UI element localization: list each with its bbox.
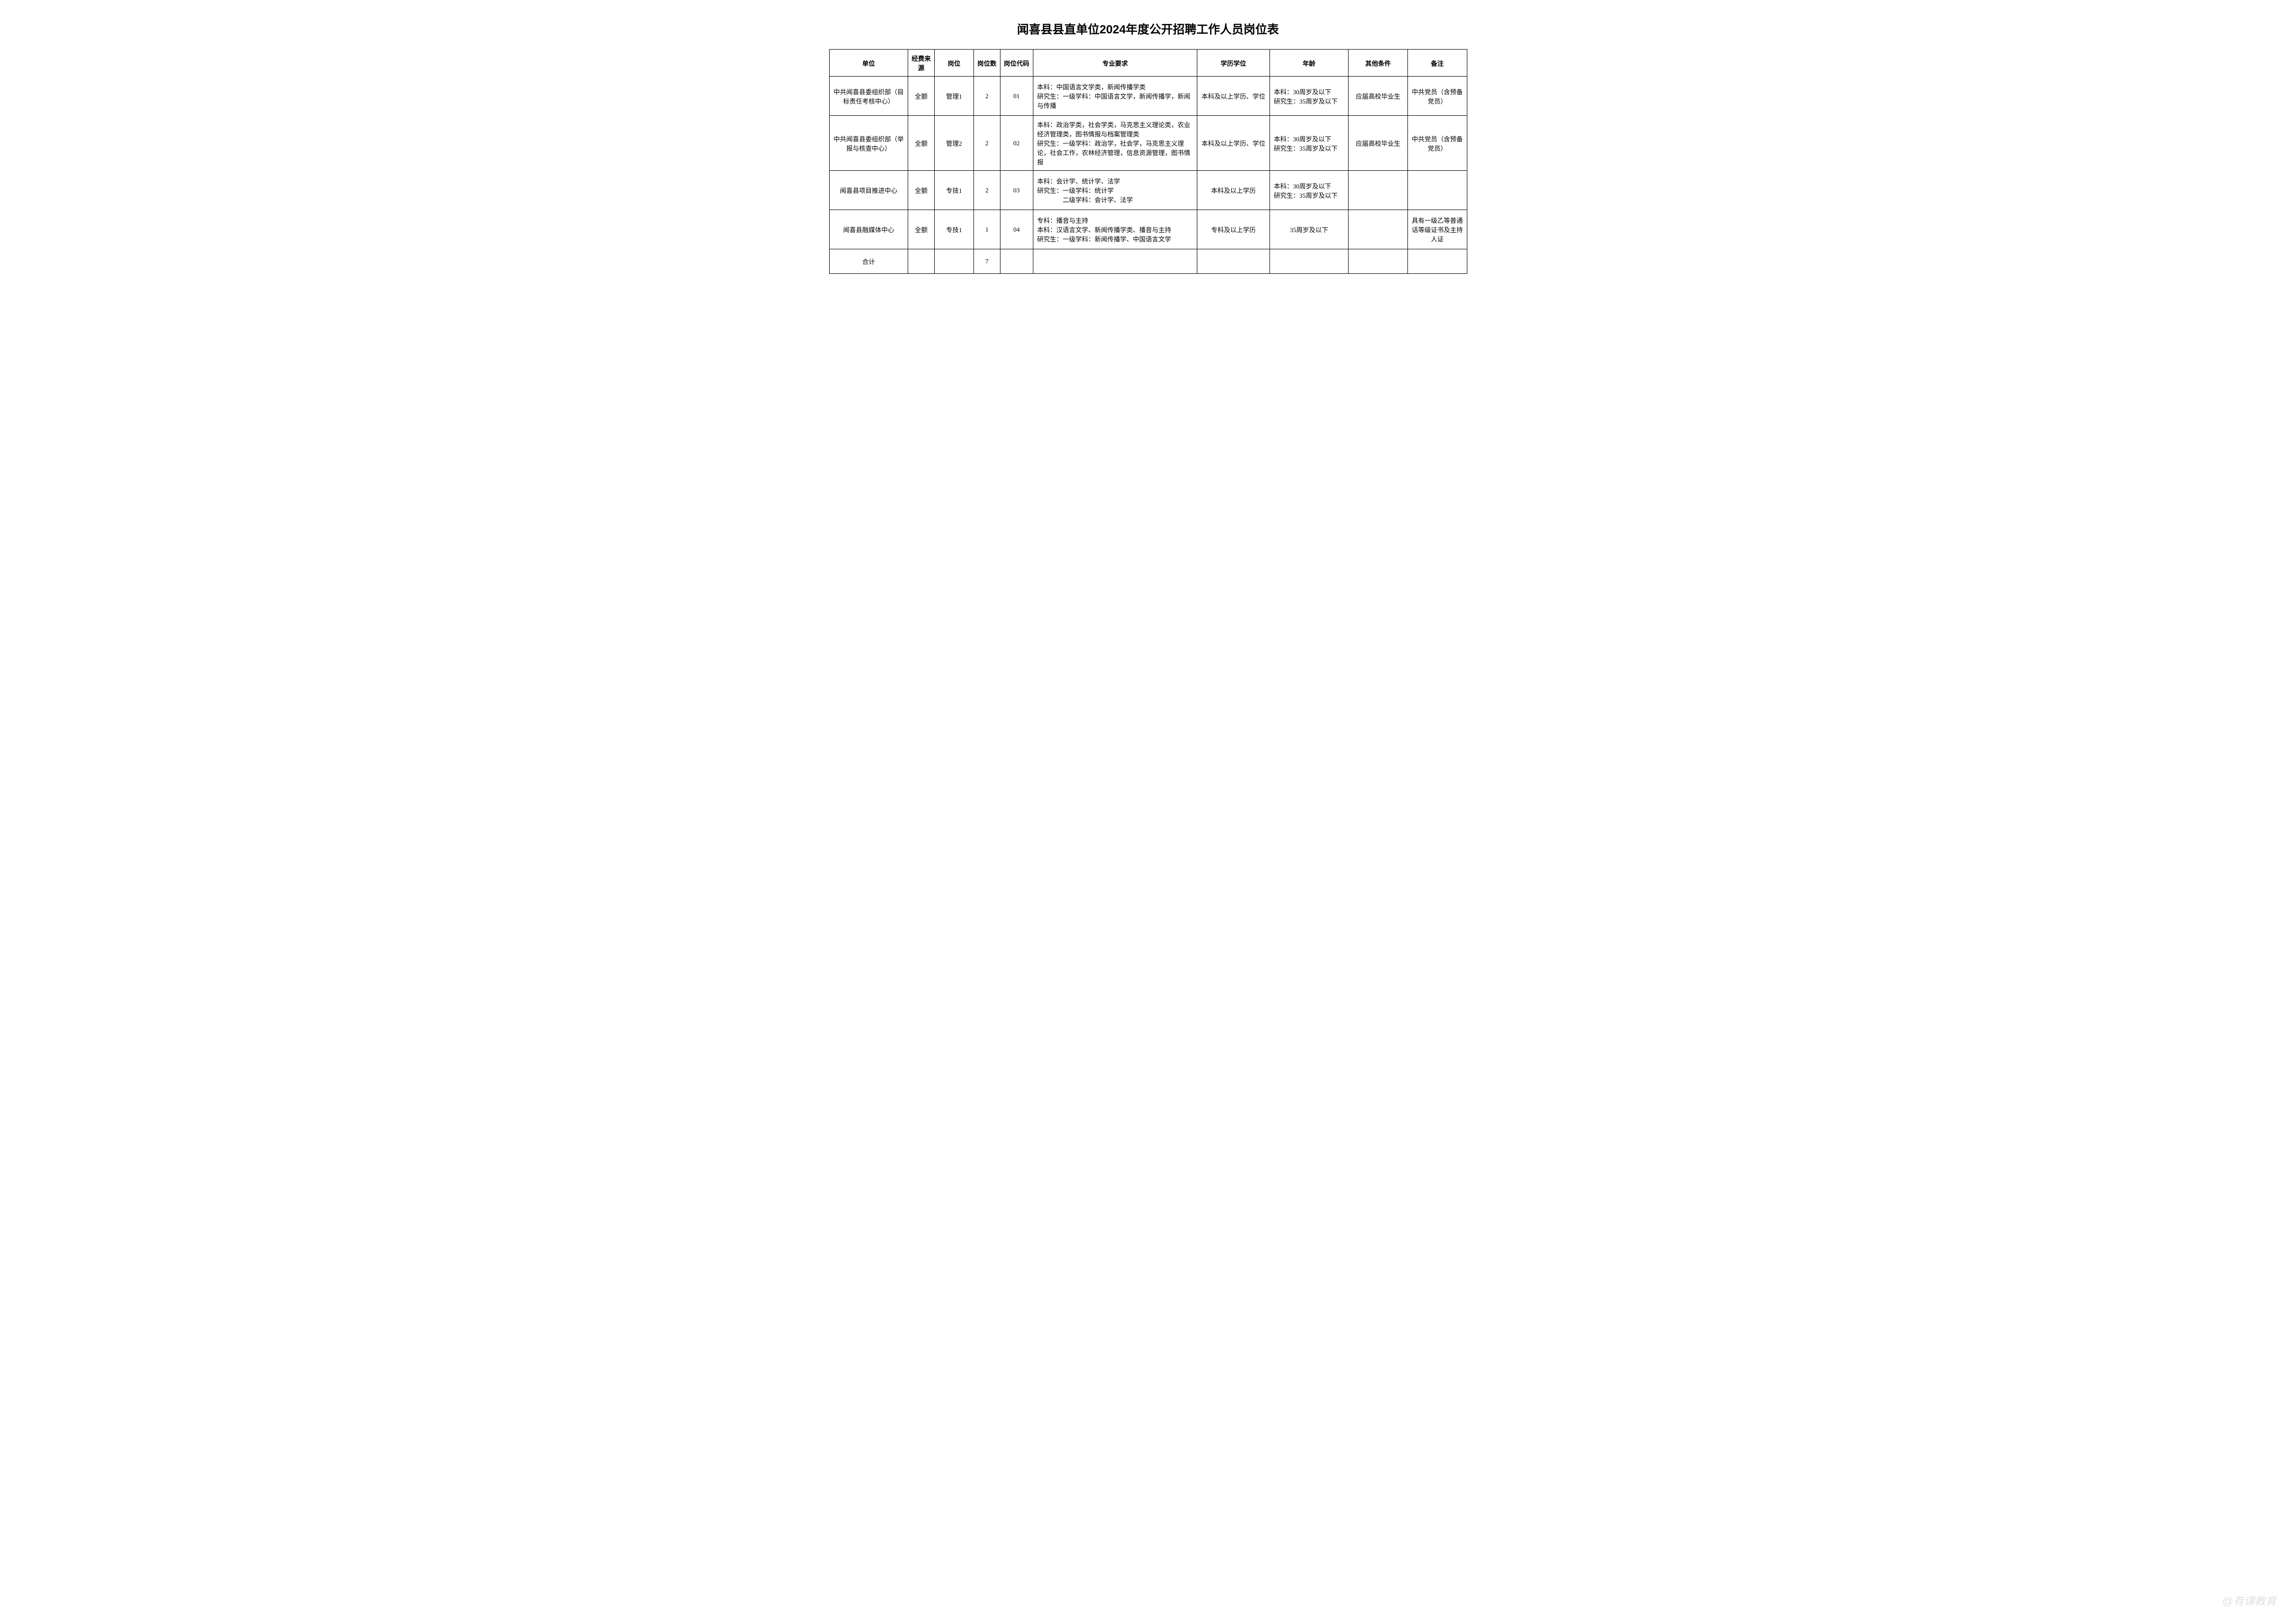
document-container: 闻喜县县直单位2024年度公开招聘工作人员岗位表 单位 经费来源 岗位 岗位数 …	[829, 20, 1467, 274]
total-empty	[1270, 249, 1349, 274]
total-empty	[1407, 249, 1467, 274]
cell-position: 专技1	[934, 171, 973, 210]
total-empty	[934, 249, 973, 274]
table-row: 中共闻喜县委组织部（目标责任考核中心） 全额 管理1 2 01 本科：中国语言文…	[829, 77, 1467, 116]
cell-count: 2	[974, 116, 1000, 171]
total-count: 7	[974, 249, 1000, 274]
cell-other: 应届高校毕业生	[1349, 116, 1408, 171]
cell-remark: 中共党员（含预备党员）	[1407, 116, 1467, 171]
table-row: 闻喜县项目推进中心 全额 专技1 2 03 本科：会计学、统计学、法学研究生：一…	[829, 171, 1467, 210]
total-empty	[1349, 249, 1408, 274]
cell-major: 本科：会计学、统计学、法学研究生：一级学科：统计学 二级学科：会计学、法学	[1033, 171, 1197, 210]
table-header-row: 单位 经费来源 岗位 岗位数 岗位代码 专业要求 学历学位 年龄 其他条件 备注	[829, 50, 1467, 77]
cell-code: 02	[1000, 116, 1033, 171]
cell-unit: 中共闻喜县委组织部（举报与核查中心）	[829, 116, 908, 171]
cell-major: 本科：中国语言文学类，新闻传播学类研究生：一级学科：中国语言文学，新闻传播学，新…	[1033, 77, 1197, 116]
cell-position: 管理2	[934, 116, 973, 171]
cell-count: 2	[974, 171, 1000, 210]
header-code: 岗位代码	[1000, 50, 1033, 77]
cell-education: 专科及以上学历	[1197, 210, 1270, 249]
cell-funding: 全额	[908, 171, 935, 210]
cell-remark	[1407, 171, 1467, 210]
cell-education: 本科及以上学历、学位	[1197, 77, 1270, 116]
header-funding: 经费来源	[908, 50, 935, 77]
cell-age: 本科：30周岁及以下研究生：35周岁及以下	[1270, 77, 1349, 116]
cell-funding: 全额	[908, 210, 935, 249]
cell-age: 35周岁及以下	[1270, 210, 1349, 249]
total-empty	[1033, 249, 1197, 274]
header-major: 专业要求	[1033, 50, 1197, 77]
cell-other	[1349, 171, 1408, 210]
table-body: 中共闻喜县委组织部（目标责任考核中心） 全额 管理1 2 01 本科：中国语言文…	[829, 77, 1467, 274]
cell-age: 本科：30周岁及以下研究生：35周岁及以下	[1270, 116, 1349, 171]
total-empty	[1197, 249, 1270, 274]
cell-education: 本科及以上学历、学位	[1197, 116, 1270, 171]
cell-other: 应届高校毕业生	[1349, 77, 1408, 116]
cell-position: 专技1	[934, 210, 973, 249]
cell-major: 专科：播音与主持本科：汉语言文学、新闻传播学类、播音与主持研究生：一级学科：新闻…	[1033, 210, 1197, 249]
header-remark: 备注	[1407, 50, 1467, 77]
watermark-text: @有课教育	[2222, 1593, 2276, 1608]
cell-code: 01	[1000, 77, 1033, 116]
header-unit: 单位	[829, 50, 908, 77]
cell-remark: 具有一级乙等普通话等级证书及主持人证	[1407, 210, 1467, 249]
cell-other	[1349, 210, 1408, 249]
cell-count: 1	[974, 210, 1000, 249]
header-count: 岗位数	[974, 50, 1000, 77]
recruitment-table: 单位 经费来源 岗位 岗位数 岗位代码 专业要求 学历学位 年龄 其他条件 备注…	[829, 49, 1467, 274]
cell-count: 2	[974, 77, 1000, 116]
cell-unit: 闻喜县融媒体中心	[829, 210, 908, 249]
header-position: 岗位	[934, 50, 973, 77]
cell-unit: 中共闻喜县委组织部（目标责任考核中心）	[829, 77, 908, 116]
header-education: 学历学位	[1197, 50, 1270, 77]
total-label: 合计	[829, 249, 908, 274]
table-total-row: 合计 7	[829, 249, 1467, 274]
total-empty	[908, 249, 935, 274]
cell-position: 管理1	[934, 77, 973, 116]
cell-funding: 全额	[908, 116, 935, 171]
cell-remark: 中共党员（含预备党员）	[1407, 77, 1467, 116]
cell-education: 本科及以上学历	[1197, 171, 1270, 210]
cell-age: 本科：30周岁及以下研究生：35周岁及以下	[1270, 171, 1349, 210]
header-age: 年龄	[1270, 50, 1349, 77]
total-empty	[1000, 249, 1033, 274]
cell-funding: 全额	[908, 77, 935, 116]
table-row: 中共闻喜县委组织部（举报与核查中心） 全额 管理2 2 02 本科：政治学类，社…	[829, 116, 1467, 171]
table-row: 闻喜县融媒体中心 全额 专技1 1 04 专科：播音与主持本科：汉语言文学、新闻…	[829, 210, 1467, 249]
cell-major: 本科：政治学类，社会学类，马克思主义理论类，农业经济管理类，图书情报与档案管理类…	[1033, 116, 1197, 171]
cell-code: 03	[1000, 171, 1033, 210]
cell-unit: 闻喜县项目推进中心	[829, 171, 908, 210]
cell-code: 04	[1000, 210, 1033, 249]
document-title: 闻喜县县直单位2024年度公开招聘工作人员岗位表	[829, 20, 1467, 37]
header-other: 其他条件	[1349, 50, 1408, 77]
